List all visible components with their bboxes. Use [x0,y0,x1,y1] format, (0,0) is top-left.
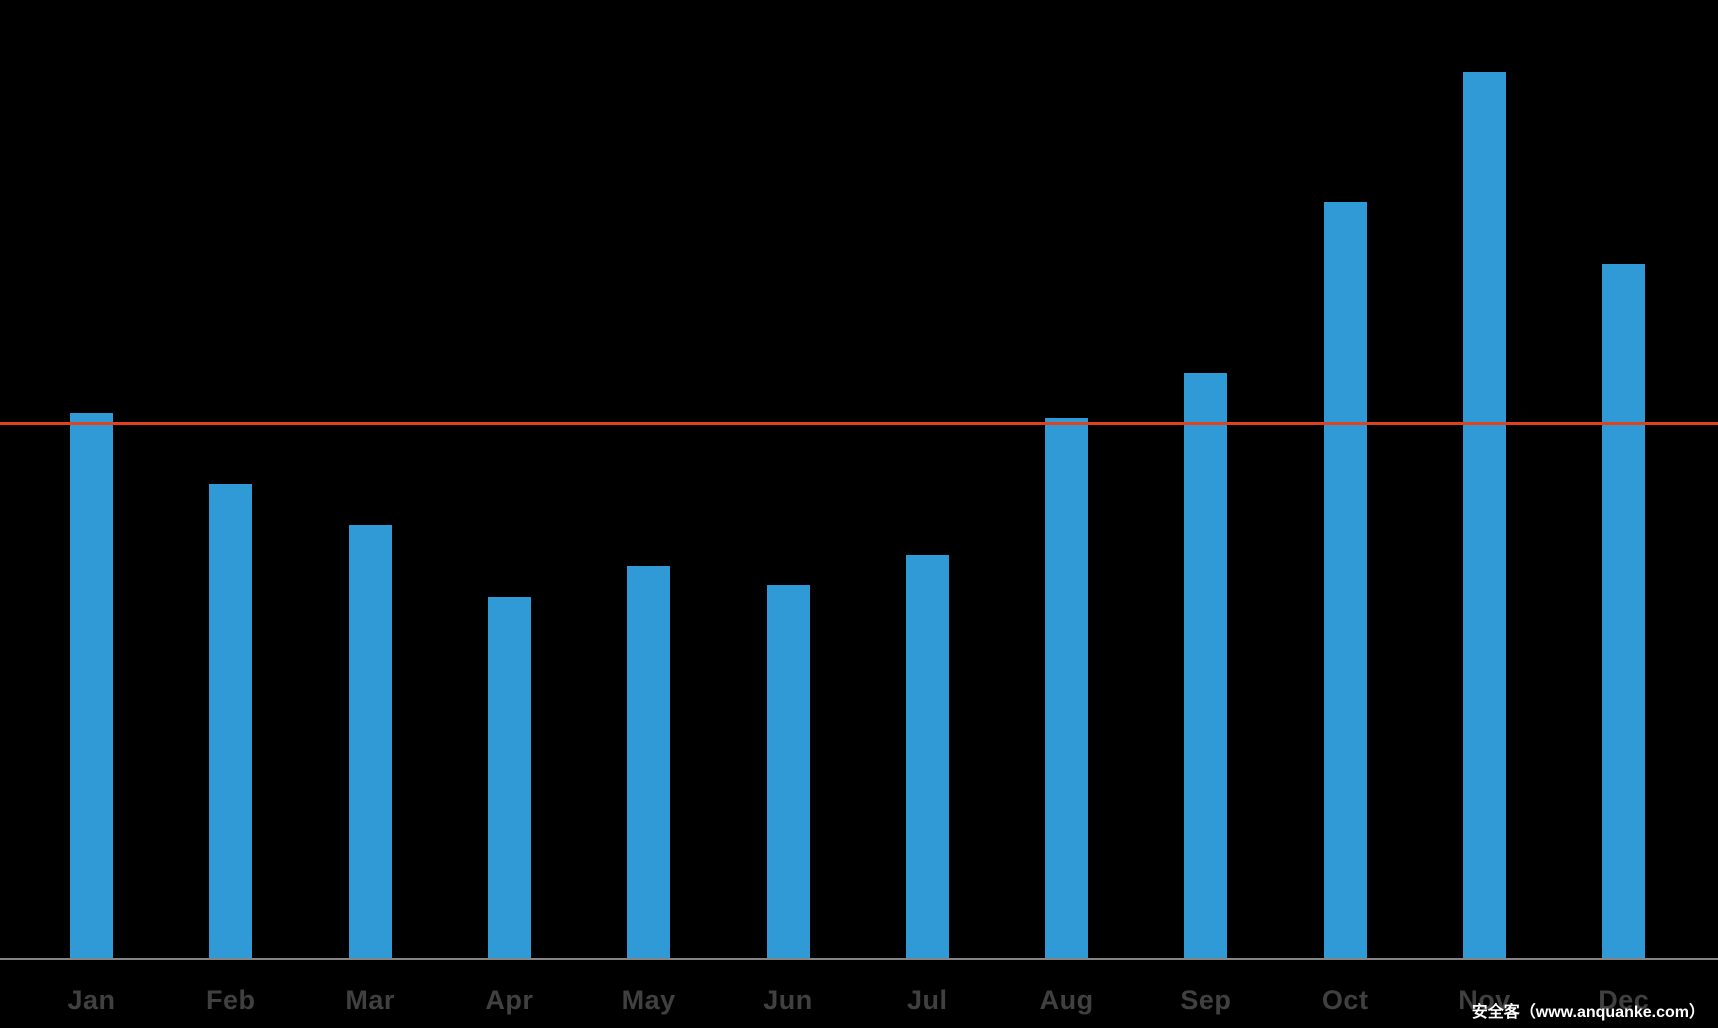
x-tick-label-oct: Oct [1321,985,1369,1015]
x-tick-label-may: May [621,985,676,1015]
bar-apr [487,597,531,958]
bar-nov [1463,72,1506,958]
x-tick-label-apr: Apr [485,985,534,1015]
x-tick-label-dec: Dec [1598,985,1650,1015]
bar-oct [1323,202,1367,958]
x-tick-label-feb: Feb [206,985,256,1015]
x-tick-label-sep: Sep [1180,985,1232,1015]
x-tick-label-jul: Jul [907,985,948,1015]
x-tick-label-nov: Nov [1458,985,1511,1015]
bar-mar [348,525,392,958]
x-tick-label-jun: Jun [763,985,813,1015]
bar-jul [905,555,949,958]
average-line [0,421,1718,425]
bar-jun [766,585,810,958]
bar-aug [1045,418,1089,958]
bar-jan [70,413,113,958]
bar-may [627,566,671,958]
bar-dec [1602,264,1646,958]
x-axis-line [0,958,1718,960]
x-tick-label-mar: Mar [345,985,395,1015]
watermark: 安全客（www.anquanke.com） [1471,1004,1705,1021]
x-tick-label-aug: Aug [1039,985,1094,1015]
bar-feb [209,484,253,958]
bar-sep [1184,373,1228,958]
x-tick-label-jan: Jan [67,985,116,1015]
